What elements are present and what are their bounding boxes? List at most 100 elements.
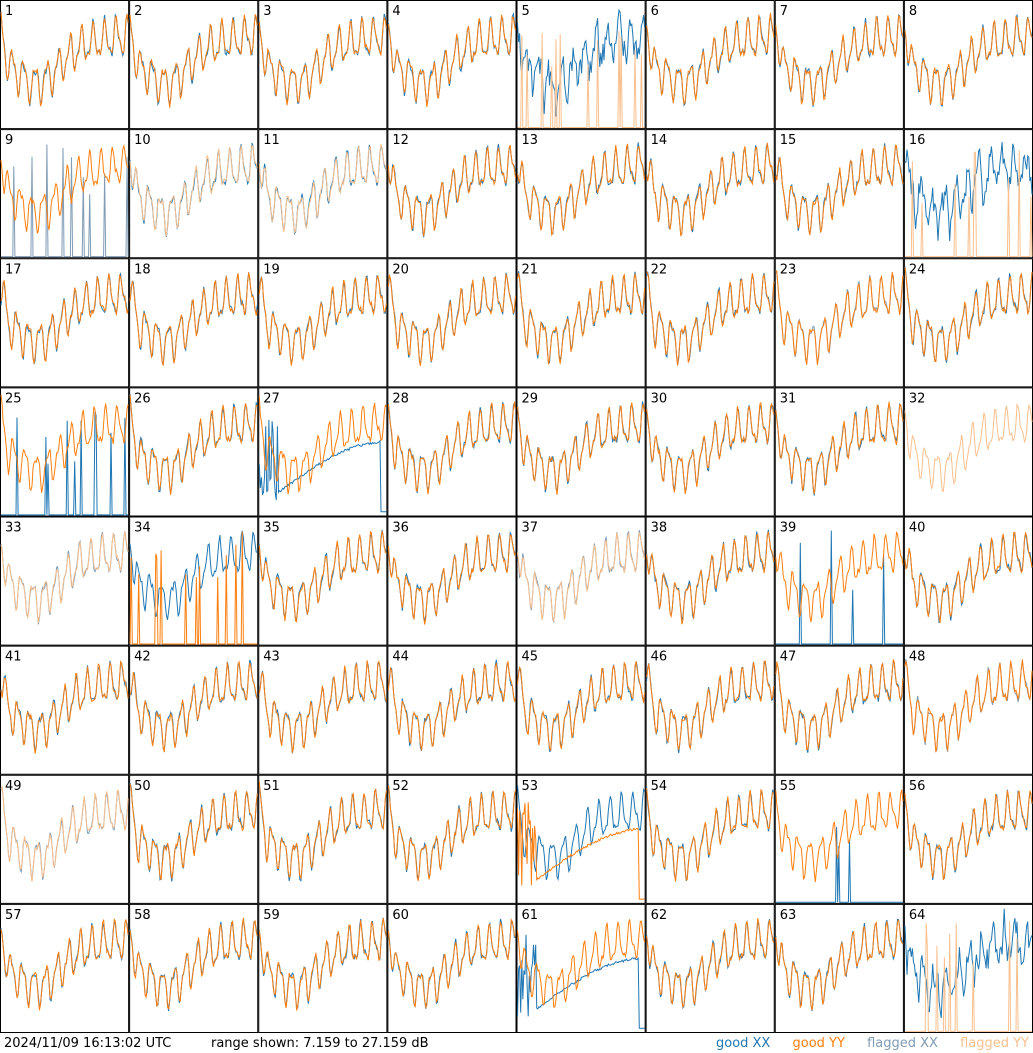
series-yy-panel-42 [129,660,258,752]
series-yy-panel-39 [775,531,904,623]
panel-frame [0,0,130,130]
panel-label: 63 [780,908,797,923]
series-yy-panel-30 [646,401,775,495]
panel-3: 3 [258,0,388,130]
panel-44: 44 [387,645,517,775]
series-yy-panel-56 [904,790,1033,881]
panel-17: 17 [0,258,130,388]
panel-label: 9 [5,133,13,148]
panel-frame [387,129,517,259]
panel-label: 17 [5,262,22,277]
panel-label: 38 [651,521,668,536]
series-xx-panel-61 [517,934,645,1029]
panel-label: 60 [392,908,409,923]
panel-label: 22 [651,262,668,277]
panel-frame [0,258,130,388]
panel-frame [129,516,259,646]
panel-frame [774,129,904,259]
series-yy-panel-60 [387,918,516,1009]
series-yy-panel-40 [904,531,1033,623]
panel-label: 6 [651,4,659,19]
series-yy-panel-15 [775,144,904,236]
panel-label: 10 [134,133,151,148]
panel-label: 12 [392,133,409,148]
panel-59: 59 [258,903,388,1033]
panel-label: 42 [134,650,151,665]
series-yy-panel-44 [387,660,516,751]
panel-label: 47 [780,650,797,665]
series-yy-panel-22 [646,271,775,366]
panel-label: 15 [780,133,797,148]
series-yy-panel-18 [129,272,258,367]
panel-frame [516,129,646,259]
panel-1: 1 [0,0,130,130]
panel-55: 55 [774,774,904,904]
panel-label: 23 [780,262,797,277]
panel-label: 50 [134,779,151,794]
series-yy-panel-53 [517,802,645,900]
panel-63: 63 [774,903,904,1033]
panel-frame [387,774,517,904]
panel-40: 40 [903,516,1033,646]
panel-46: 46 [645,645,775,775]
panel-22: 22 [645,258,775,388]
panel-label: 39 [780,521,797,536]
panel-41: 41 [0,645,130,775]
panel-label: 26 [134,391,151,406]
panel-16: 16 [903,129,1033,259]
panel-51: 51 [258,774,388,904]
panel-frame [258,516,388,646]
panel-48: 48 [903,645,1033,775]
panel-label: 54 [651,779,668,794]
footer: 2024/11/09 16:13:02 UTC range shown: 7.1… [0,1034,1033,1053]
series-yy-panel-13 [517,143,646,237]
panel-label: 52 [392,779,409,794]
panel-label: 64 [909,908,926,923]
series-yy-panel-33 [0,531,129,623]
panel-label: 46 [651,650,668,665]
legend-good-yy: good YY [792,1036,845,1051]
panel-35: 35 [258,516,388,646]
panel-frame [774,903,904,1033]
panel-label: 11 [263,133,280,148]
series-yy-panel-21 [517,273,646,365]
panel-62: 62 [645,903,775,1033]
series-yy-panel-11 [258,144,387,234]
panel-frame [645,903,775,1033]
series-xx-panel-53 [517,784,646,882]
panel-frame [258,387,388,517]
panel-label: 27 [263,391,280,406]
panel-label: 57 [5,908,22,923]
panel-label: 21 [522,262,539,277]
panel-33: 33 [0,516,130,646]
panel-label: 5 [522,4,530,19]
panel-label: 18 [134,262,151,277]
series-xx-panel-55 [775,826,903,903]
panel-30: 30 [645,387,775,517]
series-yy-panel-9 [0,144,129,234]
panel-14: 14 [645,129,775,259]
series-yy-panel-26 [129,394,258,495]
panel-frame [129,774,259,904]
panel-label: 1 [5,4,13,19]
panel-15: 15 [774,129,904,259]
series-yy-panel-49 [0,785,129,882]
panel-label: 56 [909,779,926,794]
panel-label: 32 [909,391,926,406]
series-yy-panel-61 [517,919,646,1008]
series-yy-panel-17 [0,273,129,364]
panel-38: 38 [645,516,775,646]
series-yy-panel-24 [904,267,1033,363]
panel-54: 54 [645,774,775,904]
panel-frame [774,516,904,646]
series-yy-panel-4 [387,14,516,108]
panel-25: 25 [0,387,130,517]
panel-frame [645,129,775,259]
series-xx-panel-16 [904,142,1033,242]
series-yy-panel-20 [387,272,516,367]
legend-flagged-xx: flagged XX [867,1036,938,1051]
panel-36: 36 [387,516,517,646]
series-yy-panel-37 [517,532,646,623]
panel-label: 41 [5,650,22,665]
series-yy-panel-5 [517,30,645,128]
